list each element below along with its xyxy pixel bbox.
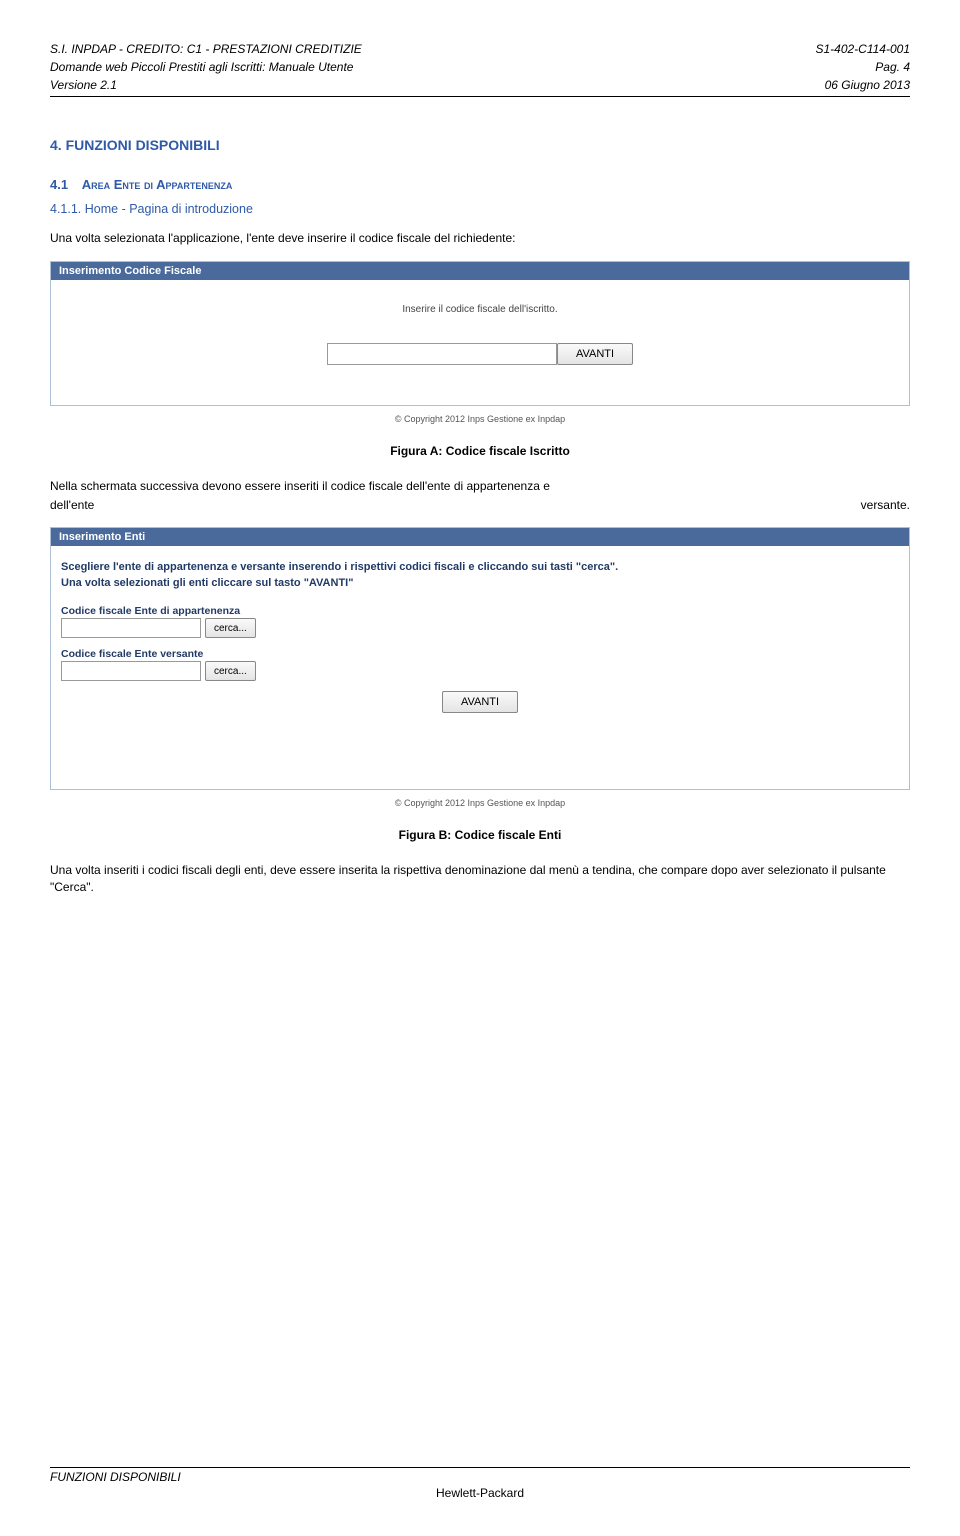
header-left-3: Versione 2.1 [50, 76, 117, 94]
paragraph-3: Una volta inseriti i codici fiscali degl… [50, 862, 910, 896]
cerca-versante-button[interactable]: cerca... [205, 661, 256, 681]
codice-fiscale-input[interactable] [327, 343, 557, 365]
panel-a-header: Inserimento Codice Fiscale [51, 262, 909, 280]
avanti-enti-button[interactable]: AVANTI [442, 691, 518, 713]
header-right-3: 06 Giugno 2013 [825, 76, 910, 94]
subsub-text: Home - Pagina di introduzione [85, 202, 253, 216]
input-ente-versante[interactable] [61, 661, 201, 681]
paragraph-1: Una volta selezionata l'applicazione, l'… [50, 230, 910, 247]
panel-b-header: Inserimento Enti [51, 528, 909, 546]
subsub-num: 4.1.1. [50, 202, 81, 216]
subsubsection-title: 4.1.1. Home - Pagina di introduzione [50, 202, 910, 216]
panel-b-instructions: Scegliere l'ente di appartenenza e versa… [61, 560, 899, 591]
figure-b-caption: Figura B: Codice fiscale Enti [50, 828, 910, 842]
paragraph-2-line2: dell'ente versante. [50, 497, 910, 514]
page-footer: FUNZIONI DISPONIBILI Hewlett-Packard [50, 1467, 910, 1500]
section-num: 4. [50, 137, 62, 153]
label-ente-versante: Codice fiscale Ente versante [61, 648, 899, 660]
panel-inserimento-enti: Inserimento Enti Scegliere l'ente di app… [50, 527, 910, 790]
panel-b-line2: Una volta selezionati gli enti cliccare … [61, 576, 899, 591]
subsection-title: 4.1 Area Ente di Appartenenza [50, 177, 910, 192]
subsection-text: Area Ente di Appartenenza [82, 177, 233, 192]
panel-b-copyright: © Copyright 2012 Inps Gestione ex Inpdap [50, 798, 910, 808]
panel-a-instruction: Inserire il codice fiscale dell'iscritto… [61, 304, 899, 315]
header-rule [50, 96, 910, 97]
paragraph-2-line1: Nella schermata successiva devono essere… [50, 478, 910, 495]
para2-right-word: versante. [861, 497, 910, 514]
input-ente-appartenenza[interactable] [61, 618, 201, 638]
section-title: 4. FUNZIONI DISPONIBILI [50, 137, 910, 153]
para2-left-word: dell'ente [50, 497, 94, 514]
figure-a-caption: Figura A: Codice fiscale Iscritto [50, 444, 910, 458]
header-left-1: S.I. INPDAP - CREDITO: C1 - PRESTAZIONI … [50, 40, 362, 58]
page-header: S.I. INPDAP - CREDITO: C1 - PRESTAZIONI … [50, 40, 910, 97]
panel-b-line1: Scegliere l'ente di appartenenza e versa… [61, 560, 899, 575]
header-right-2: Pag. 4 [875, 58, 910, 76]
panel-codice-fiscale: Inserimento Codice Fiscale Inserire il c… [50, 261, 910, 406]
footer-rule [50, 1467, 910, 1468]
footer-left: FUNZIONI DISPONIBILI [50, 1470, 910, 1484]
cerca-appartenenza-button[interactable]: cerca... [205, 618, 256, 638]
header-right-1: S1-402-C114-001 [815, 40, 910, 58]
label-ente-appartenenza: Codice fiscale Ente di appartenenza [61, 605, 899, 617]
section-text: FUNZIONI DISPONIBILI [66, 137, 220, 153]
header-left-2: Domande web Piccoli Prestiti agli Iscrit… [50, 58, 353, 76]
avanti-button[interactable]: AVANTI [557, 343, 633, 365]
subsection-num: 4.1 [50, 177, 68, 192]
panel-a-copyright: © Copyright 2012 Inps Gestione ex Inpdap [50, 414, 910, 424]
footer-center: Hewlett-Packard [50, 1486, 910, 1500]
